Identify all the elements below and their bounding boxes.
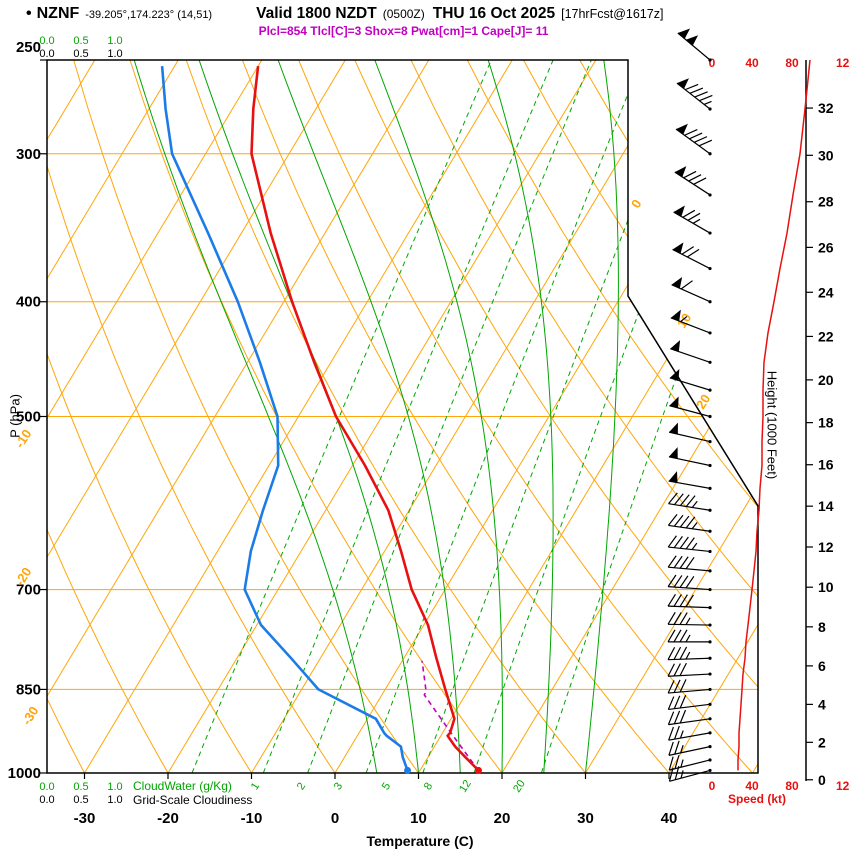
moist-adiabats <box>133 60 619 773</box>
svg-text:1.0: 1.0 <box>107 35 122 47</box>
svg-text:-30: -30 <box>74 810 96 827</box>
svg-text:20: 20 <box>511 778 528 795</box>
svg-text:8: 8 <box>818 619 826 635</box>
forecast-reference: [17hrFcst@1617z] <box>561 7 664 21</box>
svg-text:0: 0 <box>628 197 645 211</box>
svg-text:700: 700 <box>16 582 41 599</box>
svg-text:16: 16 <box>818 457 834 473</box>
svg-text:3: 3 <box>332 781 345 793</box>
height-axis-title: Height (1000 Feet) <box>764 370 780 480</box>
svg-text:0.0: 0.0 <box>39 48 54 60</box>
svg-text:40: 40 <box>745 56 759 70</box>
station-id: NZNF <box>36 5 80 22</box>
svg-text:12: 12 <box>457 778 474 795</box>
svg-text:0: 0 <box>331 810 339 827</box>
svg-text:28: 28 <box>818 194 834 210</box>
station-coords: -39.205°,174.223° (14,51) <box>85 9 213 21</box>
svg-text:26: 26 <box>818 239 834 255</box>
wind-barbs <box>667 28 713 782</box>
svg-text:10: 10 <box>818 579 834 595</box>
svg-text:300: 300 <box>16 146 41 163</box>
svg-text:1: 1 <box>249 781 262 793</box>
svg-text:1000: 1000 <box>8 765 41 782</box>
dry-adiabats <box>47 60 758 773</box>
svg-text:0: 0 <box>709 779 716 793</box>
svg-text:0.0: 0.0 <box>39 794 54 806</box>
cloudwater-scale-title: CloudWater (g/Kg) <box>133 779 232 793</box>
svg-text:0: 0 <box>818 772 826 788</box>
chart-header: • NZNF -39.205°,174.223° (14,51) Valid 1… <box>26 5 663 23</box>
svg-text:0.0: 0.0 <box>39 781 54 793</box>
svg-text:120: 120 <box>836 779 850 793</box>
svg-text:5: 5 <box>380 781 393 793</box>
svg-text:12: 12 <box>818 539 834 555</box>
svg-text:18: 18 <box>818 415 834 431</box>
background-grid <box>47 60 758 773</box>
svg-text:32: 32 <box>818 100 834 116</box>
svg-text:40: 40 <box>745 779 759 793</box>
svg-text:6: 6 <box>818 658 826 674</box>
svg-text:30: 30 <box>818 147 834 163</box>
cloudiness-scale-title: Grid-Scale Cloudiness <box>133 793 253 807</box>
svg-text:0: 0 <box>709 56 716 70</box>
svg-text:20: 20 <box>494 810 511 827</box>
svg-text:2: 2 <box>295 781 308 793</box>
svg-text:1.0: 1.0 <box>107 781 122 793</box>
pressure-tick-labels: 250 300 400 500 700 850 1000 <box>8 39 47 782</box>
svg-text:20: 20 <box>693 392 713 412</box>
svg-text:850: 850 <box>16 681 41 698</box>
temperature-axis-title: Temperature (C) <box>366 833 474 849</box>
surface-temperature-dot <box>474 766 482 774</box>
parcel-parameters-line: Plcl=854 Tlcl[C]=3 Shox=8 Pwat[cm]=1 Cap… <box>258 24 549 38</box>
mixing-ratio-lines <box>191 60 758 773</box>
temperature-curve <box>250 65 480 772</box>
svg-text:40: 40 <box>661 810 678 827</box>
cloud-scales: 0.00.00.50.51.01.00.00.00.50.51.01.0 <box>39 35 122 806</box>
temperature-tick-labels: -30 -20 -10 0 10 20 30 40 <box>74 773 678 827</box>
pressure-gridlines <box>47 60 758 773</box>
svg-text:14: 14 <box>818 498 834 514</box>
svg-text:-10: -10 <box>241 810 263 827</box>
speed-curve <box>737 59 811 771</box>
svg-text:30: 30 <box>577 810 594 827</box>
svg-text:2: 2 <box>818 734 826 750</box>
svg-text:0.5: 0.5 <box>73 48 88 60</box>
valid-time: Valid 1800 NZDT <box>256 5 377 22</box>
parcel-path <box>421 660 480 771</box>
svg-text:22: 22 <box>818 328 834 344</box>
svg-text:0.5: 0.5 <box>73 794 88 806</box>
svg-text:-30: -30 <box>19 704 42 728</box>
speed-axis-title: Speed (kt) <box>728 792 787 806</box>
svg-text:0.0: 0.0 <box>39 35 54 47</box>
dewpoint-curve <box>160 65 409 771</box>
svg-text:80: 80 <box>785 779 799 793</box>
svg-text:8: 8 <box>422 781 435 793</box>
svg-text:24: 24 <box>818 284 834 300</box>
valid-time-utc: (0500Z) <box>382 7 425 21</box>
svg-text:400: 400 <box>16 294 41 311</box>
svg-text:-20: -20 <box>157 810 179 827</box>
svg-text:250: 250 <box>16 39 41 56</box>
valid-date: THU 16 Oct 2025 <box>432 5 556 22</box>
svg-text:1.0: 1.0 <box>107 48 122 60</box>
svg-text:0.5: 0.5 <box>73 35 88 47</box>
svg-text:120: 120 <box>836 56 850 70</box>
pressure-axis-title: P (hPa) <box>7 394 23 438</box>
surface-dewpoint-dot <box>404 766 412 774</box>
speed-axis-labels: 0040408080120120 <box>709 56 850 793</box>
svg-text:10: 10 <box>410 810 427 827</box>
svg-text:1.0: 1.0 <box>107 794 122 806</box>
station-bullet: • <box>26 5 32 22</box>
svg-text:4: 4 <box>818 696 826 712</box>
svg-text:20: 20 <box>818 372 834 388</box>
svg-text:80: 80 <box>785 56 799 70</box>
mixing-ratio-value-labels: 1 2 3 5 8 12 20 <box>249 778 528 795</box>
svg-text:0.5: 0.5 <box>73 781 88 793</box>
svg-text:500: 500 <box>16 409 41 426</box>
